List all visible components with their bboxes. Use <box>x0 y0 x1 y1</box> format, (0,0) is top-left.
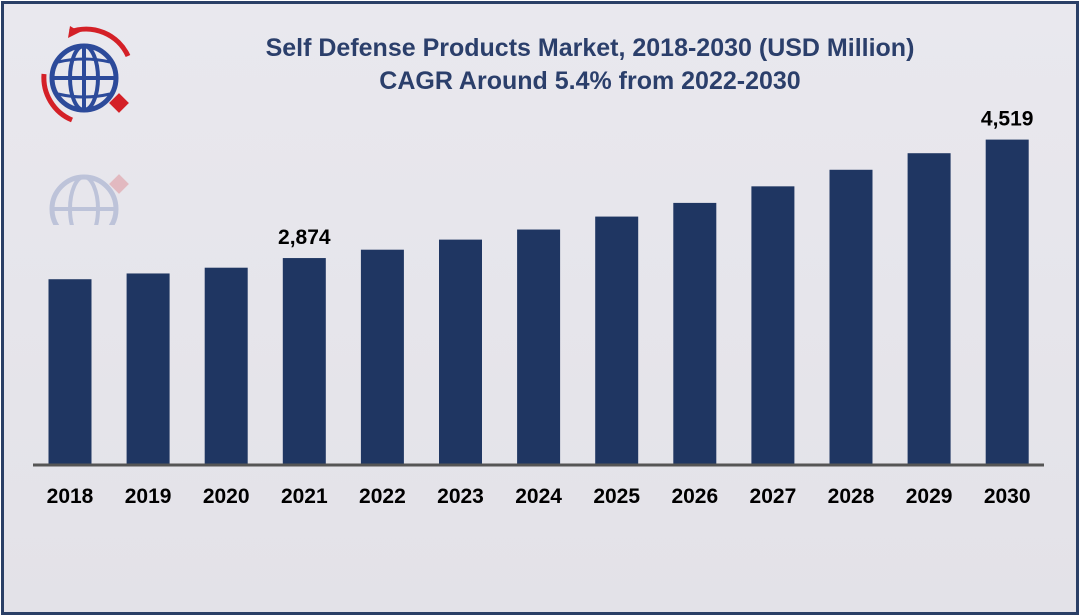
x-tick-label-2030: 2030 <box>984 485 1031 508</box>
x-tick-label-2024: 2024 <box>515 485 562 508</box>
bar-2028 <box>829 169 873 466</box>
data-label-2030: 4,519 <box>981 108 1034 131</box>
x-tick-label-2022: 2022 <box>359 485 406 508</box>
bar-2021 <box>282 258 326 465</box>
x-tick-label-2029: 2029 <box>906 485 953 508</box>
bar-2019 <box>126 273 170 465</box>
x-tick-label-2028: 2028 <box>828 485 875 508</box>
bar-2030 <box>985 139 1029 465</box>
bar-2023 <box>439 239 482 465</box>
chart-subtitle: CAGR Around 5.4% from 2022-2030 <box>379 67 801 95</box>
bar-2020 <box>204 267 248 465</box>
globe-logo-icon <box>32 22 142 137</box>
bar-2026 <box>673 202 717 466</box>
bar-2025 <box>595 216 639 465</box>
globe-logo-reflection-icon <box>32 150 142 244</box>
bar-2024 <box>517 229 561 465</box>
x-tick-label-2019: 2019 <box>125 485 172 508</box>
x-tick-label-2020: 2020 <box>203 485 250 508</box>
bar-2029 <box>907 153 951 465</box>
x-tick-label-2023: 2023 <box>437 485 484 508</box>
x-tick-label-2026: 2026 <box>671 485 718 508</box>
bar-2018 <box>48 279 92 465</box>
x-tick-label-2018: 2018 <box>47 485 94 508</box>
chart-title: Self Defense Products Market, 2018-2030 … <box>265 34 915 62</box>
bar-2027 <box>751 186 795 466</box>
x-tick-label-2027: 2027 <box>750 485 797 508</box>
x-tick-label-2025: 2025 <box>593 485 640 508</box>
x-tick-label-2021: 2021 <box>281 485 328 508</box>
data-label-2021: 2,874 <box>278 226 331 249</box>
chart-title-block: Self Defense Products Market, 2018-2030 … <box>144 32 1036 98</box>
bar-2022 <box>360 249 404 465</box>
